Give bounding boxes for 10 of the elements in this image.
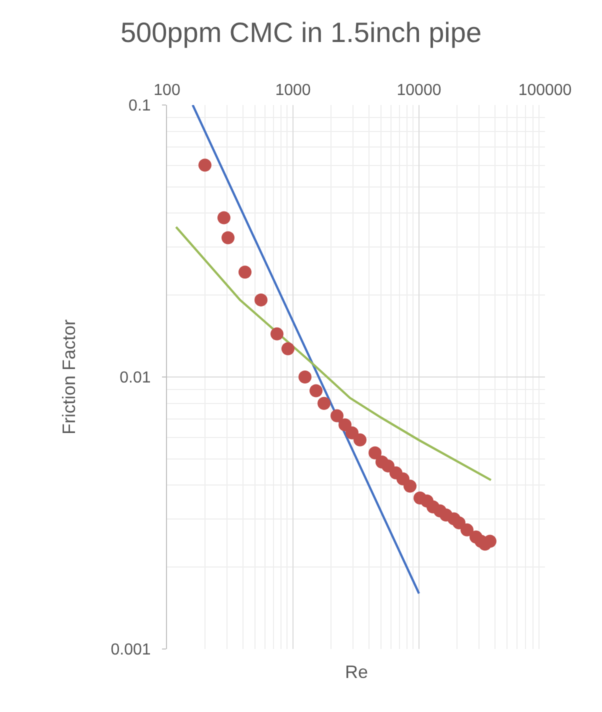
y-tick-label: 0.1	[128, 98, 151, 115]
x-axis-title: Re	[345, 662, 368, 682]
y-tick-label: 0.01	[120, 370, 151, 387]
x-tick-label: 10000	[396, 82, 442, 99]
y-axis-title: Friction Factor	[58, 319, 79, 435]
x-tick-label: 100	[154, 82, 180, 99]
y-tick-label: 0.001	[110, 642, 151, 659]
x-tick-label: 1000	[275, 82, 311, 99]
chart-title: 500ppm CMC in 1.5inch pipe	[120, 16, 482, 48]
x-tick-label: 100000	[518, 82, 572, 99]
